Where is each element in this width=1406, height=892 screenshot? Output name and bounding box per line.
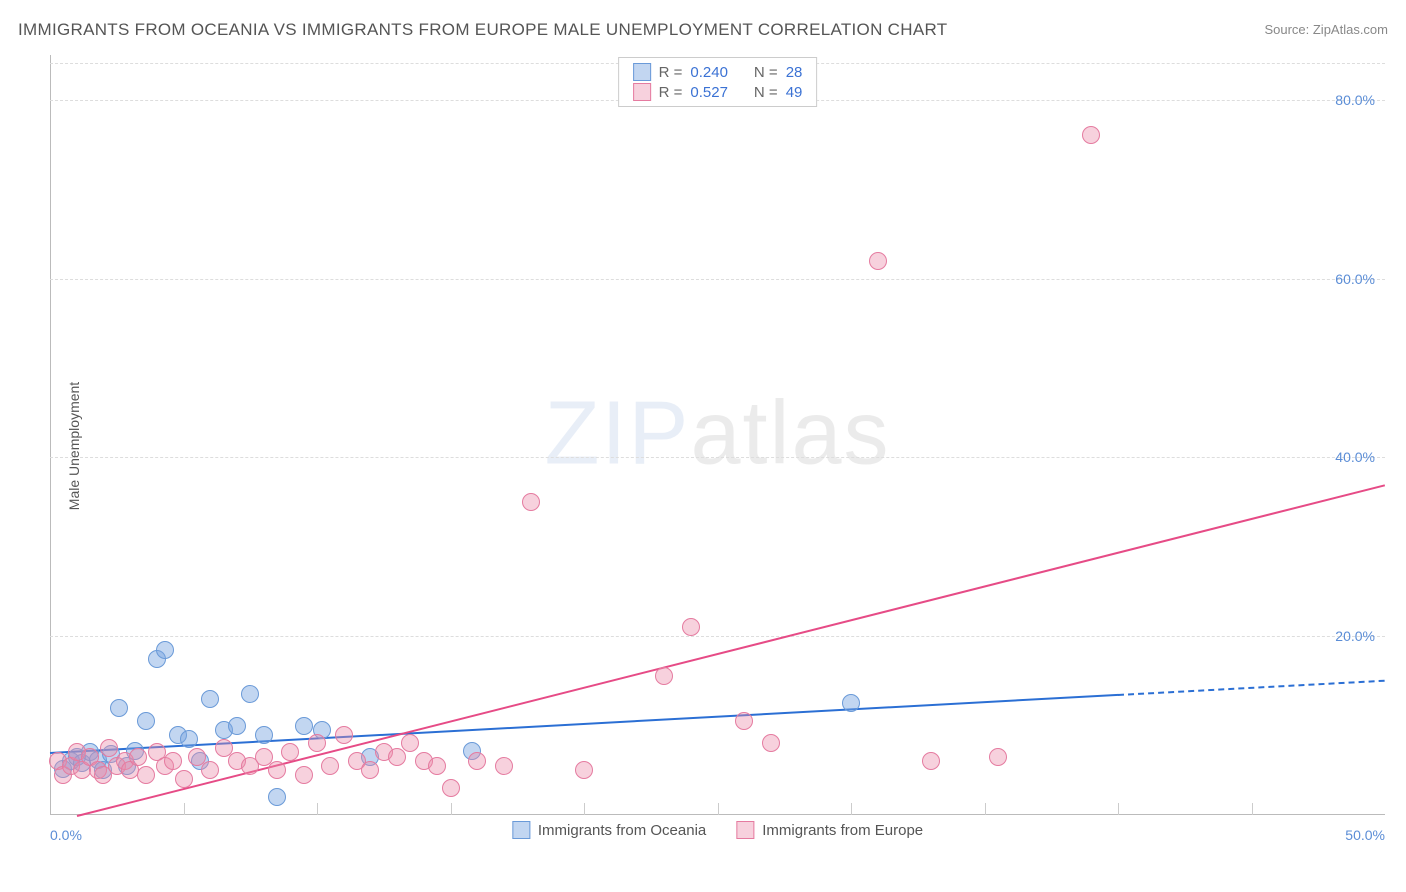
stat-r-label: R =	[659, 64, 683, 81]
x-minor-tick	[1118, 803, 1119, 815]
scatter-point	[295, 717, 313, 735]
legend-label: Immigrants from Oceania	[538, 822, 706, 839]
x-minor-tick	[584, 803, 585, 815]
stats-legend-box: R = 0.240 N = 28 R = 0.527 N = 49	[618, 57, 818, 107]
scatter-point	[268, 788, 286, 806]
watermark: ZIPatlas	[544, 383, 890, 486]
scatter-point	[989, 748, 1007, 766]
stat-n-value: 49	[786, 84, 803, 101]
y-tick-label: 40.0%	[1335, 449, 1375, 465]
scatter-point	[335, 726, 353, 744]
scatter-point	[842, 694, 860, 712]
scatter-point	[175, 770, 193, 788]
y-tick-label: 60.0%	[1335, 271, 1375, 287]
scatter-point	[156, 641, 174, 659]
scatter-point	[922, 752, 940, 770]
x-minor-tick	[718, 803, 719, 815]
scatter-point	[735, 712, 753, 730]
source-attribution: Source: ZipAtlas.com	[1264, 22, 1388, 37]
scatter-point	[255, 726, 273, 744]
scatter-point	[201, 761, 219, 779]
stat-r-label: R =	[659, 84, 683, 101]
scatter-point	[388, 748, 406, 766]
chart-title: IMMIGRANTS FROM OCEANIA VS IMMIGRANTS FR…	[18, 20, 947, 40]
scatter-point	[241, 685, 259, 703]
scatter-point	[762, 734, 780, 752]
trend-line	[1118, 680, 1385, 696]
legend-item: Immigrants from Europe	[736, 821, 923, 839]
scatter-point	[869, 252, 887, 270]
scatter-point	[281, 743, 299, 761]
scatter-point	[468, 752, 486, 770]
gridline-h	[50, 636, 1385, 637]
legend-item: Immigrants from Oceania	[512, 821, 706, 839]
gridline-h	[50, 279, 1385, 280]
y-tick-label: 20.0%	[1335, 628, 1375, 644]
legend-swatch	[736, 821, 754, 839]
scatter-point	[164, 752, 182, 770]
scatter-point	[495, 757, 513, 775]
legend-label: Immigrants from Europe	[762, 822, 923, 839]
x-minor-tick	[985, 803, 986, 815]
x-tick-label: 0.0%	[50, 827, 82, 843]
scatter-point	[180, 730, 198, 748]
watermark-bold: ZIP	[544, 384, 690, 484]
source-label: Source:	[1264, 22, 1312, 37]
x-minor-tick	[851, 803, 852, 815]
chart-area: ZIPatlas R = 0.240 N = 28 R = 0.527 N = 49 Immi…	[50, 55, 1385, 845]
scatter-point	[682, 618, 700, 636]
scatter-point	[575, 761, 593, 779]
stats-legend-row: R = 0.240 N = 28	[633, 62, 803, 82]
x-minor-tick	[317, 803, 318, 815]
scatter-point	[442, 779, 460, 797]
stat-n-label: N =	[754, 64, 778, 81]
stat-n-value: 28	[786, 64, 803, 81]
scatter-point	[228, 717, 246, 735]
scatter-point	[655, 667, 673, 685]
scatter-point	[361, 761, 379, 779]
scatter-point	[428, 757, 446, 775]
x-minor-tick	[451, 803, 452, 815]
scatter-point	[308, 734, 326, 752]
x-tick-label: 50.0%	[1345, 827, 1385, 843]
scatter-point	[201, 690, 219, 708]
stat-r-value: 0.527	[690, 84, 728, 101]
stats-legend-row: R = 0.527 N = 49	[633, 82, 803, 102]
x-minor-tick	[1252, 803, 1253, 815]
legend-swatch	[633, 63, 651, 81]
scatter-point	[129, 748, 147, 766]
scatter-point	[295, 766, 313, 784]
scatter-point	[137, 766, 155, 784]
source-name: ZipAtlas.com	[1313, 22, 1388, 37]
scatter-point	[110, 699, 128, 717]
stat-n-label: N =	[754, 84, 778, 101]
legend-swatch	[512, 821, 530, 839]
scatter-point	[401, 734, 419, 752]
scatter-point	[137, 712, 155, 730]
series-legend: Immigrants from Oceania Immigrants from E…	[512, 821, 923, 839]
scatter-point	[268, 761, 286, 779]
y-axis-line	[50, 55, 51, 815]
watermark-thin: atlas	[690, 384, 890, 484]
y-tick-label: 80.0%	[1335, 92, 1375, 108]
legend-swatch	[633, 83, 651, 101]
stat-r-value: 0.240	[690, 64, 728, 81]
scatter-point	[522, 493, 540, 511]
gridline-h	[50, 457, 1385, 458]
scatter-point	[100, 739, 118, 757]
x-minor-tick	[184, 803, 185, 815]
scatter-point	[321, 757, 339, 775]
scatter-point	[1082, 126, 1100, 144]
